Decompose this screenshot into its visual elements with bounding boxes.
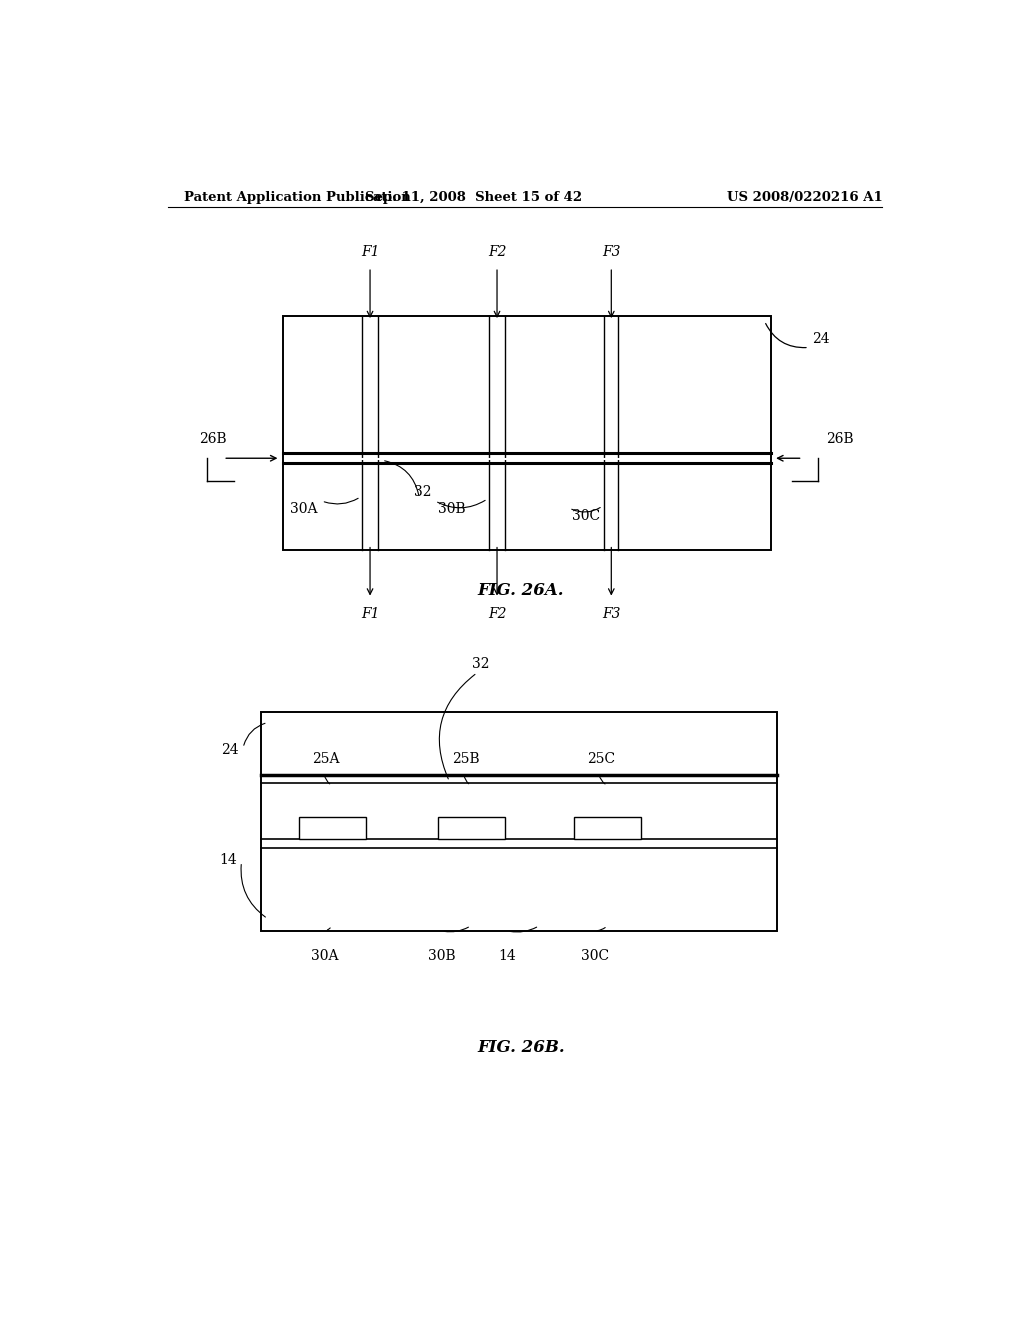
Bar — [283, 315, 771, 549]
Text: 14: 14 — [220, 853, 238, 867]
Text: 32: 32 — [415, 484, 432, 499]
Bar — [574, 817, 641, 840]
Text: 30B: 30B — [437, 502, 465, 516]
Text: FIG. 26B.: FIG. 26B. — [477, 1039, 564, 1056]
Text: 30B: 30B — [428, 949, 456, 964]
Bar — [437, 817, 505, 840]
Text: 30C: 30C — [572, 510, 600, 523]
Bar — [299, 817, 367, 840]
Text: F3: F3 — [602, 246, 621, 259]
Text: Patent Application Publication: Patent Application Publication — [183, 190, 411, 203]
Text: F2: F2 — [487, 246, 506, 259]
Text: 24: 24 — [221, 743, 239, 756]
Text: 32: 32 — [472, 656, 489, 671]
Text: F2: F2 — [487, 607, 506, 620]
Text: 30A: 30A — [291, 502, 317, 516]
Text: FIG. 26A.: FIG. 26A. — [477, 582, 564, 599]
Text: 25B: 25B — [452, 752, 479, 766]
Text: F1: F1 — [360, 246, 379, 259]
Bar — [261, 713, 777, 931]
Text: 25A: 25A — [312, 752, 340, 766]
Text: F1: F1 — [360, 607, 379, 620]
Text: 26B: 26B — [826, 432, 854, 446]
Text: US 2008/0220216 A1: US 2008/0220216 A1 — [727, 190, 883, 203]
Text: 30A: 30A — [311, 949, 339, 964]
Text: 24: 24 — [812, 333, 829, 346]
Text: 30C: 30C — [581, 949, 608, 964]
Text: 26B: 26B — [200, 432, 227, 446]
Text: Sep. 11, 2008  Sheet 15 of 42: Sep. 11, 2008 Sheet 15 of 42 — [365, 190, 582, 203]
Text: 25C: 25C — [587, 752, 614, 766]
Text: 14: 14 — [499, 949, 516, 964]
Text: F3: F3 — [602, 607, 621, 620]
